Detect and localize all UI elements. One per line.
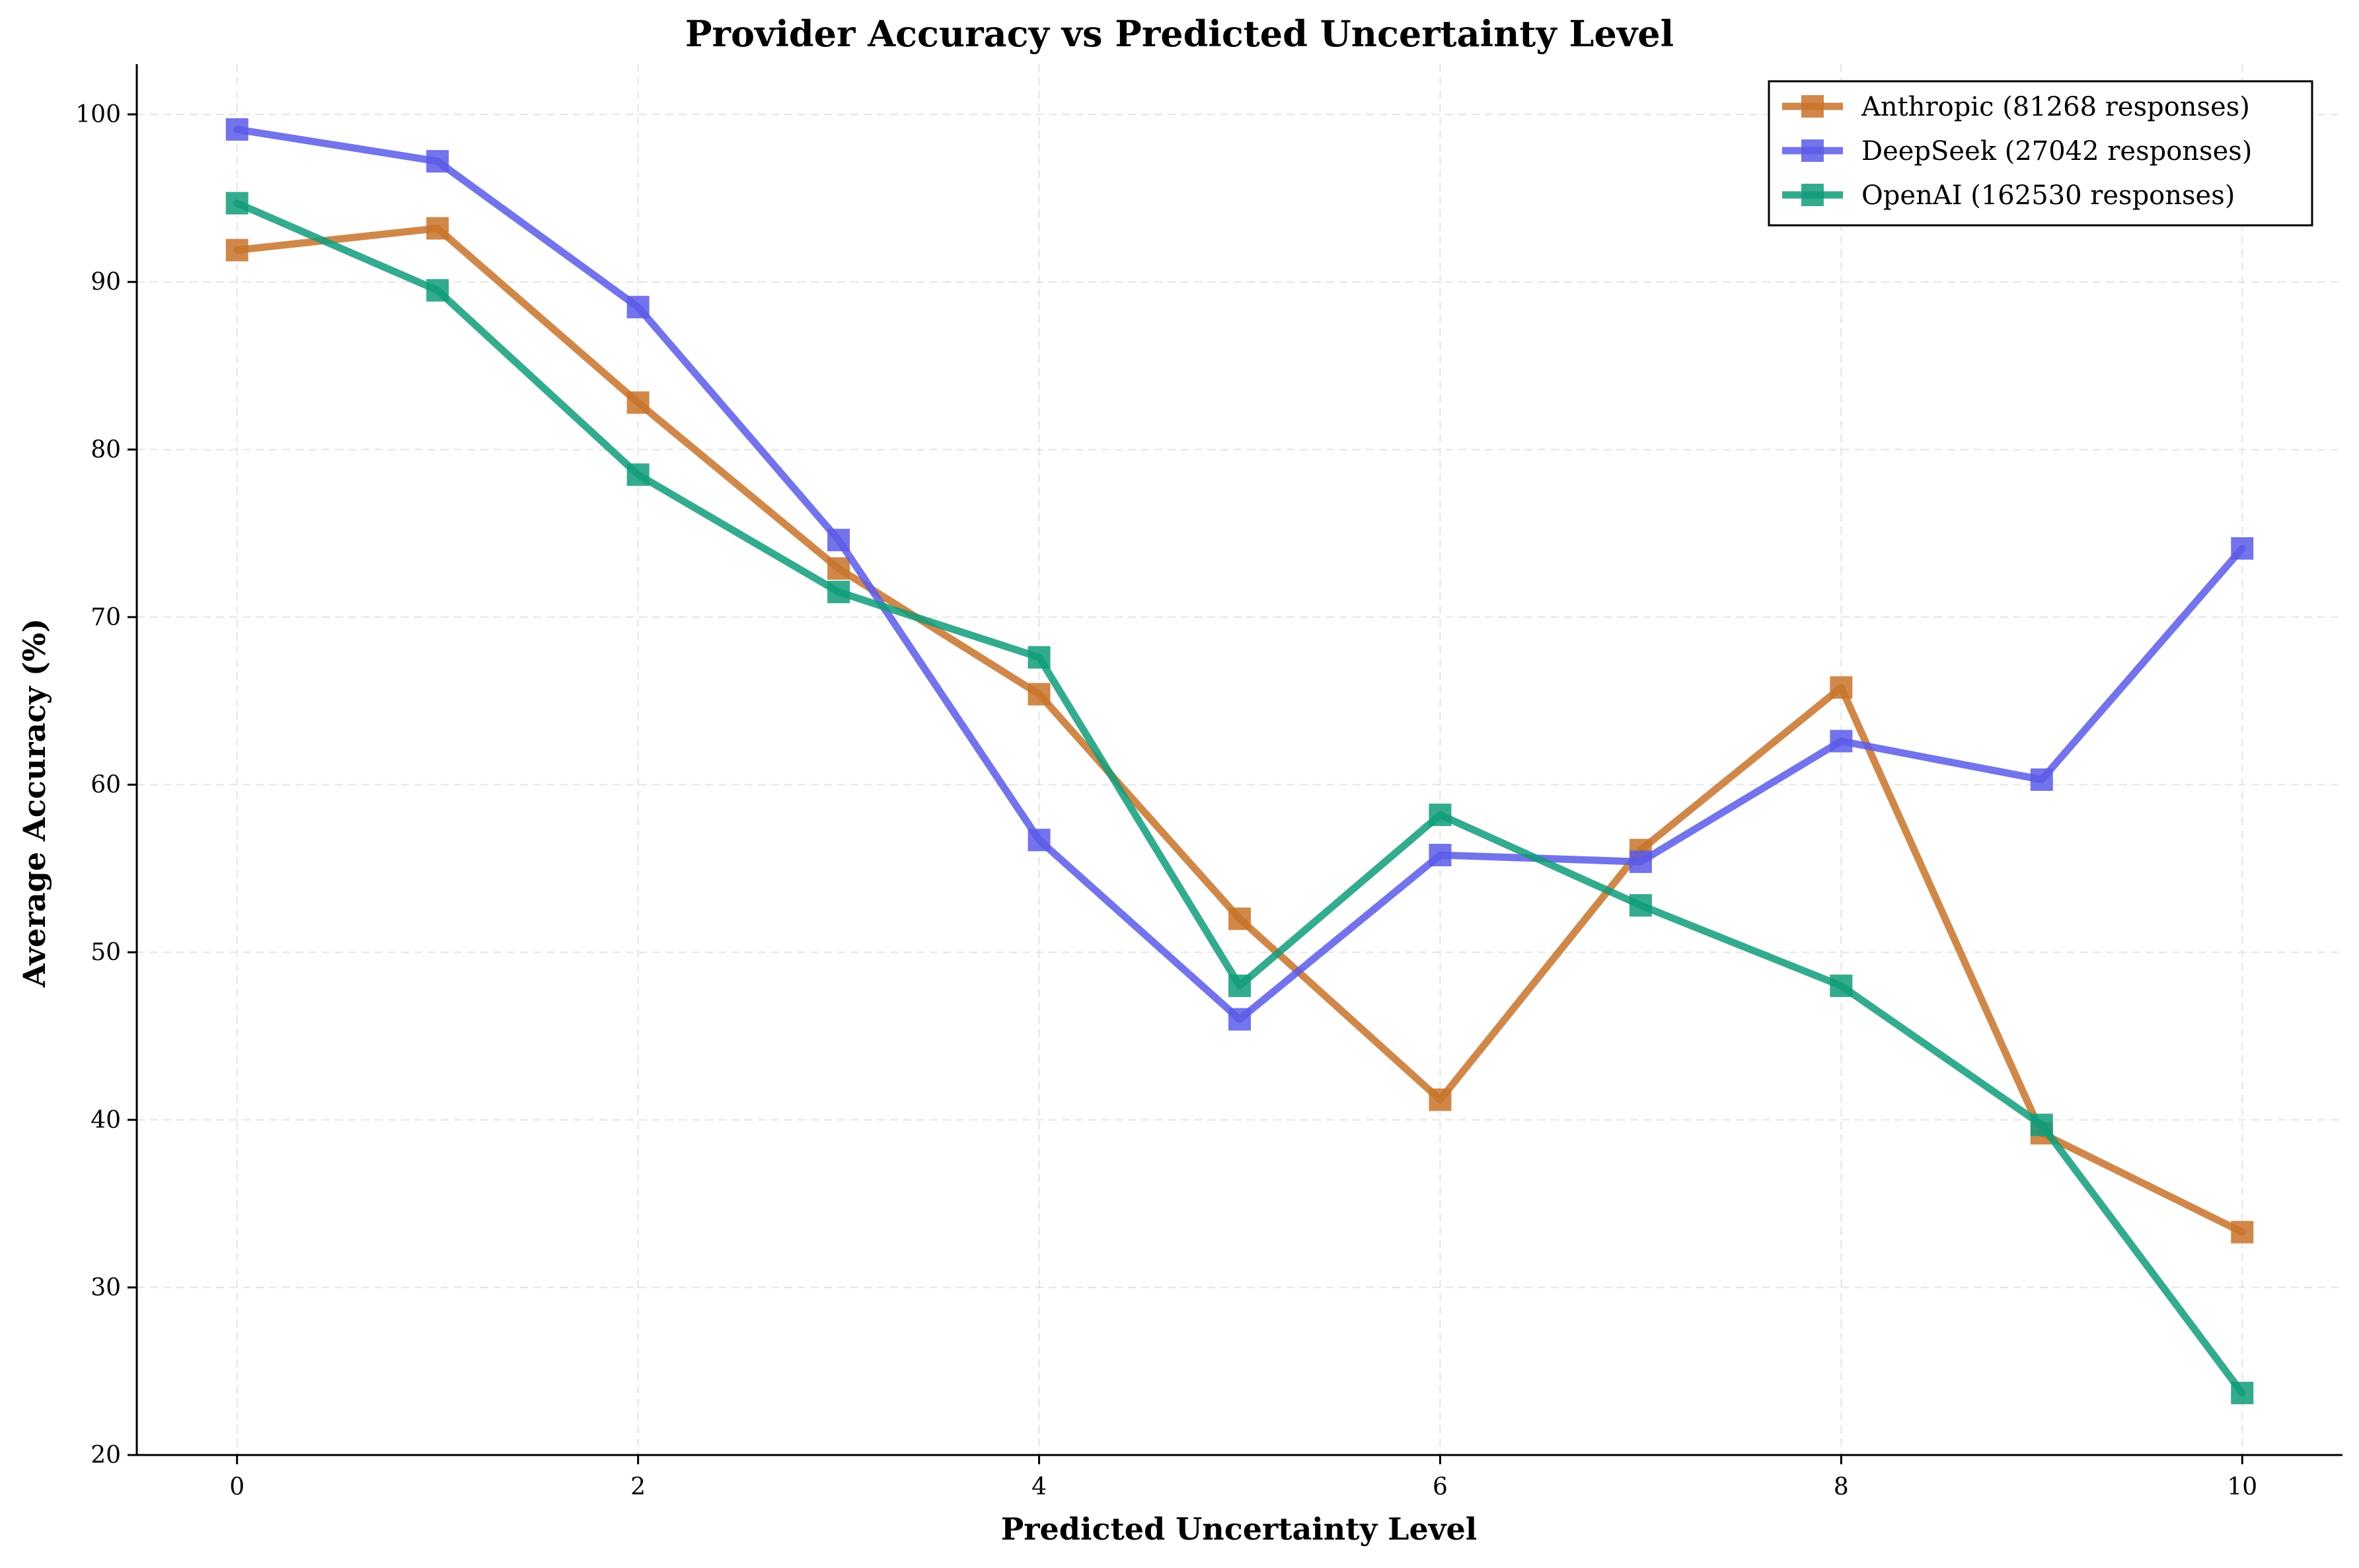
- data-point: [1830, 676, 1853, 699]
- legend-label: Anthropic (81268 responses): [1861, 92, 2250, 122]
- data-point: [1028, 829, 1051, 852]
- data-point: [827, 529, 850, 552]
- data-point: [1830, 729, 1853, 753]
- data-point: [1228, 907, 1251, 930]
- series-layer: [225, 118, 2254, 1405]
- data-point: [626, 463, 650, 486]
- legend-box: [1768, 80, 2313, 227]
- chart-title: Provider Accuracy vs Predicted Uncertain…: [685, 13, 1674, 55]
- data-point: [1228, 974, 1251, 997]
- data-point: [2030, 768, 2053, 791]
- y-tick-label: 20: [91, 1442, 121, 1469]
- x-tick-label: 8: [1834, 1474, 1849, 1501]
- x-tick-label: 0: [229, 1474, 244, 1501]
- data-point: [426, 217, 449, 240]
- data-point: [426, 279, 449, 302]
- legend-label: OpenAI (162530 responses): [1861, 180, 2235, 211]
- y-tick-label: 90: [91, 269, 121, 296]
- y-tick-label: 40: [91, 1107, 121, 1134]
- y-tick-label: 60: [91, 772, 121, 799]
- series-line: [233, 126, 2246, 1024]
- series-2: [225, 192, 2254, 1405]
- series-line: [233, 200, 2246, 1397]
- series-1: [225, 118, 2254, 1031]
- data-point: [426, 150, 449, 173]
- x-axis-label: Predicted Uncertainty Level: [1001, 1511, 1478, 1547]
- data-point: [1830, 974, 1853, 997]
- data-point: [626, 295, 650, 318]
- y-tick-label: 100: [75, 101, 121, 128]
- legend-label: DeepSeek (27042 responses): [1861, 136, 2252, 167]
- x-tick-label: 10: [2227, 1474, 2257, 1501]
- data-point: [1429, 844, 1452, 867]
- data-point: [1228, 1008, 1251, 1031]
- series-0: [225, 217, 2254, 1244]
- data-point: [827, 557, 850, 580]
- y-axis-label: Average Accuracy (%): [17, 618, 52, 989]
- data-point: [225, 192, 248, 215]
- data-point: [626, 391, 650, 414]
- data-point: [1629, 850, 1652, 874]
- data-point: [1629, 894, 1652, 917]
- x-tick-label: 6: [1433, 1474, 1448, 1501]
- legend-swatch-marker: [1801, 95, 1824, 118]
- data-point: [2030, 1113, 2053, 1137]
- data-point: [1429, 803, 1452, 827]
- data-point: [2231, 1382, 2254, 1405]
- legend-swatch-marker: [1801, 139, 1824, 162]
- y-tick-label: 30: [91, 1274, 121, 1301]
- data-point: [827, 580, 850, 603]
- axes-layer: 0 2 4 6 8 10 20 30 40 50 60 70 80 90 100: [75, 64, 2342, 1501]
- data-point: [225, 239, 248, 262]
- grid-layer: [137, 64, 2342, 1456]
- y-tick-label: 80: [91, 436, 121, 463]
- y-tick-label: 50: [91, 939, 121, 966]
- data-point: [1028, 683, 1051, 706]
- data-point: [2231, 1220, 2254, 1244]
- legend-swatch-marker: [1801, 184, 1824, 206]
- legend: Anthropic (81268 responses) DeepSeek (270…: [1768, 80, 2313, 227]
- x-tick-label: 4: [1031, 1474, 1047, 1501]
- y-tick-label: 70: [91, 604, 121, 631]
- data-point: [1028, 646, 1051, 669]
- data-point: [2231, 537, 2254, 560]
- x-tick-label: 2: [630, 1474, 646, 1501]
- data-point: [1429, 1088, 1452, 1111]
- data-point: [225, 118, 248, 141]
